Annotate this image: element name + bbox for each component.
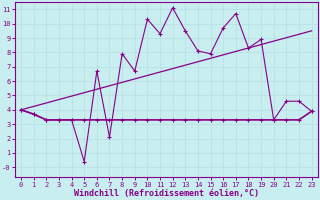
- X-axis label: Windchill (Refroidissement éolien,°C): Windchill (Refroidissement éolien,°C): [74, 189, 259, 198]
